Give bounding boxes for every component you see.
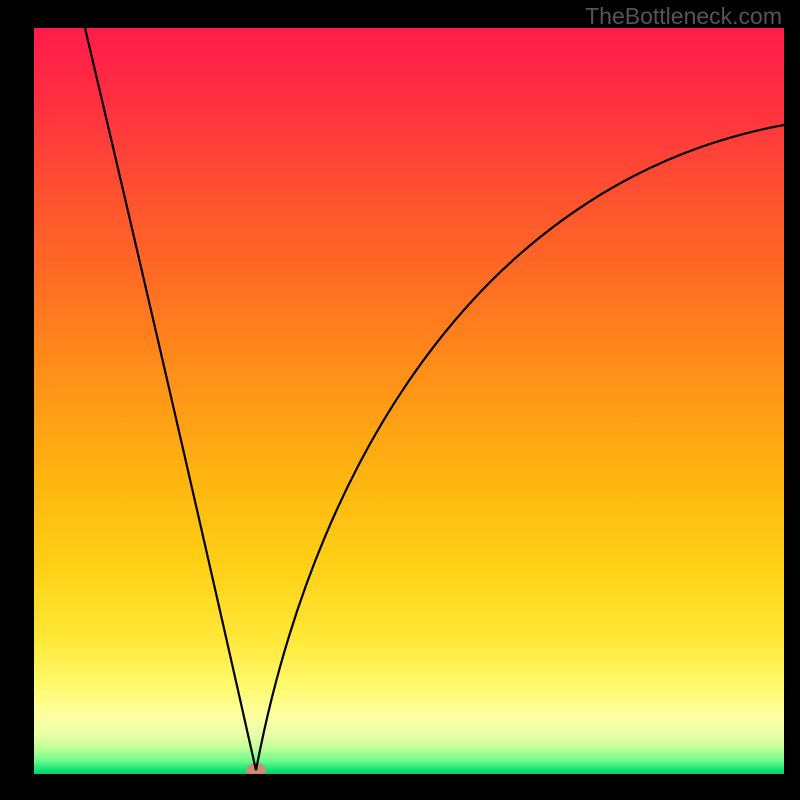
chart-container: TheBottleneck.com — [0, 0, 800, 800]
plot-area — [34, 28, 784, 774]
bottleneck-curve-chart — [34, 28, 784, 774]
watermark-label: TheBottleneck.com — [585, 3, 782, 30]
gradient-background — [34, 28, 784, 774]
